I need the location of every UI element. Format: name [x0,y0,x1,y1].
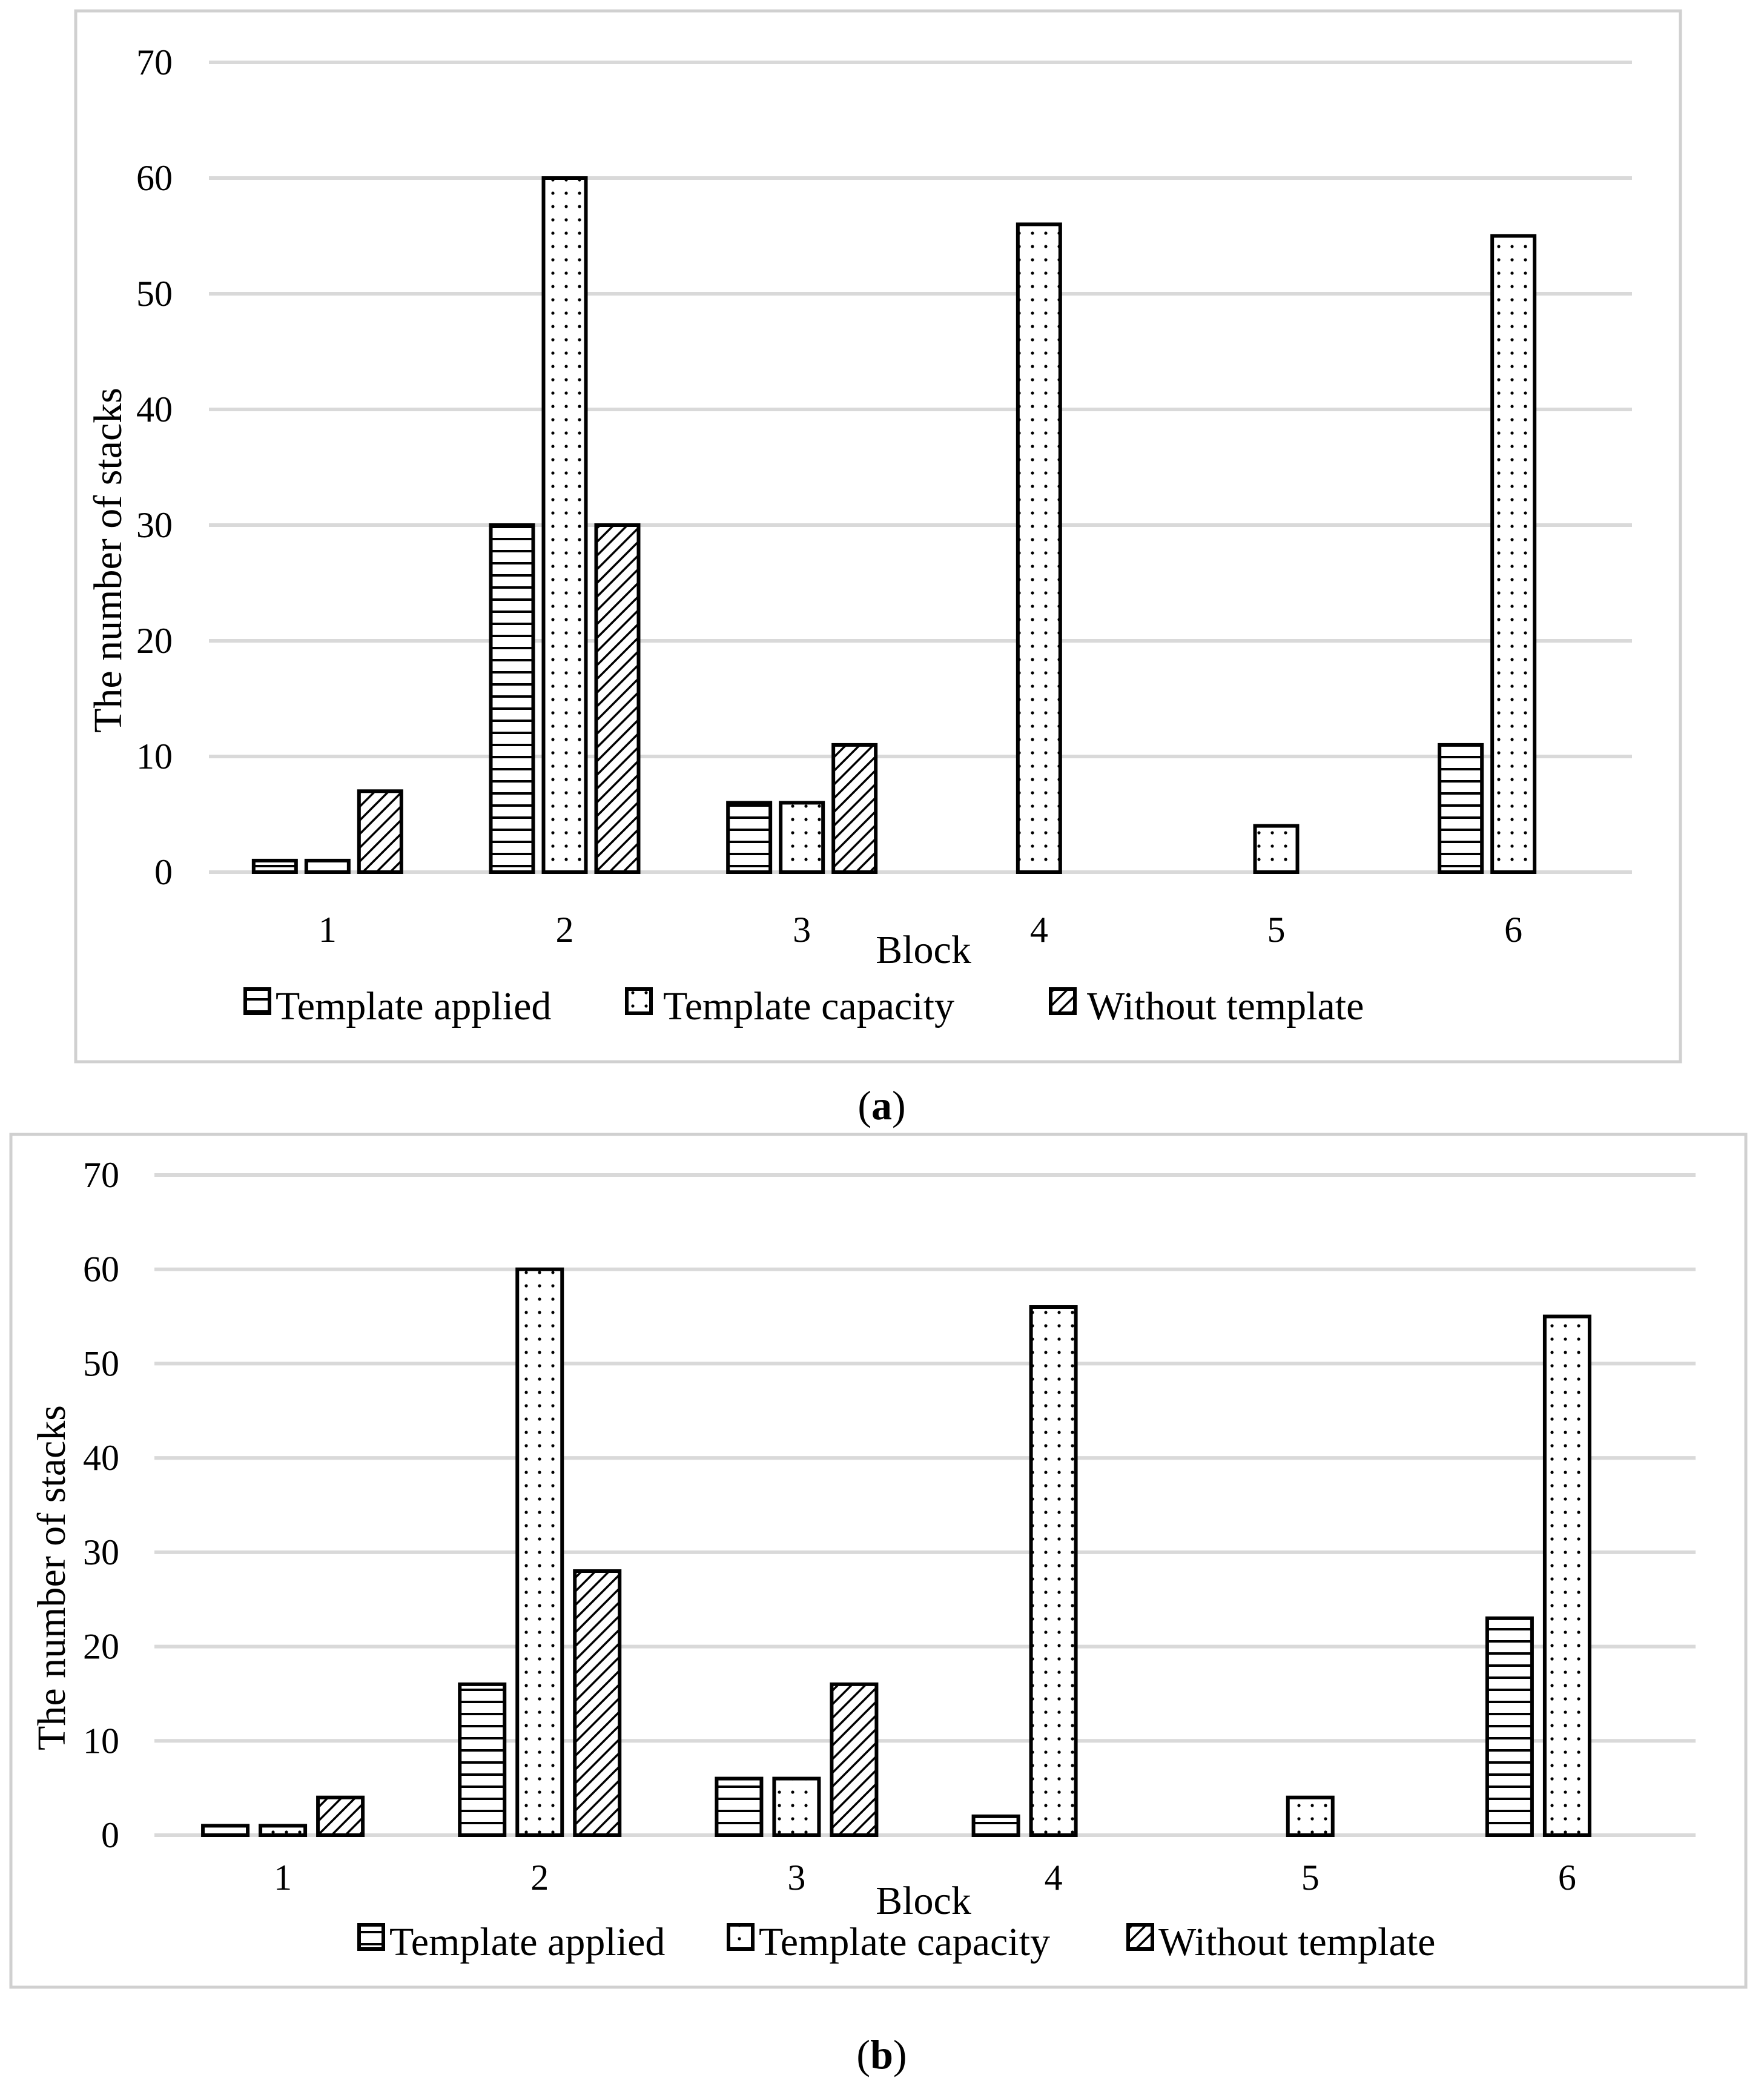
y-tick-label: 20 [136,621,173,661]
bar-horizontal-lines-block-2 [489,523,535,874]
panel-caption-letter: b [870,2031,893,2077]
legend: Template applied Template capacity Without… [357,1920,1435,1964]
bar-dots-block-3 [779,801,825,875]
y-tick-label: 0 [101,1815,119,1855]
gridlines [209,61,1632,874]
y-tick-label: 70 [83,1155,119,1195]
x-tick-label: 1 [319,910,337,950]
y-tick-label: 60 [83,1249,119,1289]
bar-diagonal-hatch-block-3 [830,1682,879,1838]
y-tick-label: 60 [136,158,173,198]
legend-swatch [1049,987,1077,1015]
bar-dots-block-5 [1253,824,1300,874]
y-tick-labels: 0 10 20 30 40 50 60 70 [136,42,173,892]
panel-caption-letter: a [871,1082,892,1128]
x-tick-label: 3 [787,1858,805,1898]
legend-label: Without template [1087,984,1364,1028]
bar-diagonal-hatch-block-2 [594,523,641,874]
x-axis-label: Block [876,1879,971,1923]
x-tick-label: 1 [274,1858,292,1898]
y-tick-label: 20 [83,1627,119,1667]
x-tick-label: 6 [1504,910,1522,950]
bar-dots-block-2 [541,176,588,874]
bar-horizontal-lines-block-6 [1485,1616,1534,1838]
bar-horizontal-lines-block-6 [1438,743,1484,875]
y-tick-label: 40 [136,389,173,429]
gridlines [154,1173,1696,1837]
bar-dots-block-3 [772,1776,821,1838]
legend-label: Without template [1158,1920,1435,1964]
y-tick-label: 30 [83,1532,119,1572]
bar-diagonal-hatch-block-1 [357,789,403,875]
bars [251,176,1537,875]
legend-swatch [727,1923,755,1951]
legend-label: Template applied [276,984,551,1028]
x-tick-label: 6 [1558,1858,1576,1898]
chart-panel-a: 0 10 20 30 40 50 60 70 1 2 3 4 5 6 The number of sta… [74,9,1682,1128]
y-tick-label: 70 [136,42,173,82]
x-tick-label: 4 [1030,910,1048,950]
x-tick-label: 2 [530,1858,549,1898]
legend: Template applied Template capacity Without… [243,984,1364,1028]
y-tick-label: 50 [136,274,173,314]
bar-diagonal-hatch-block-3 [831,743,878,875]
bar-dots-block-4 [1016,222,1062,874]
y-tick-label: 40 [83,1438,119,1478]
y-tick-label: 50 [83,1343,119,1383]
x-axis-label: Block [876,928,971,972]
legend-label: Template capacity [663,984,954,1028]
bar-horizontal-lines-block-3 [715,1776,764,1838]
chart-frame [74,9,1682,1064]
y-axis-label: The number of stacks [30,1405,74,1750]
bar-horizontal-lines-block-1 [201,1824,250,1837]
x-tick-label: 4 [1045,1858,1063,1898]
chart-panel-b: 0 10 20 30 40 50 60 70 1 2 3 4 5 6 The number of sta… [9,1133,1748,2077]
y-tick-label: 10 [83,1721,119,1761]
bar-dots-block-1 [304,858,351,875]
bar-dots-block-6 [1542,1314,1591,1838]
panel-caption: (a) [857,1082,905,1128]
legend-swatch [243,987,271,1015]
legend-swatch [1126,1923,1154,1951]
legend-swatch [625,987,653,1015]
bar-dots-block-2 [515,1267,564,1838]
bar-dots-block-4 [1029,1305,1078,1837]
bar-dots-block-5 [1286,1795,1335,1838]
bar-diagonal-hatch-block-2 [573,1569,622,1837]
x-tick-label: 5 [1301,1858,1320,1898]
x-tick-label: 5 [1267,910,1286,950]
y-tick-label: 10 [136,736,173,776]
panel-caption: (b) [856,2031,907,2077]
y-tick-label: 30 [136,505,173,545]
bar-dots-block-1 [259,1824,308,1837]
x-tick-labels: 1 2 3 4 5 6 [274,1858,1576,1898]
chart-frame [9,1133,1748,1989]
x-tick-label: 3 [793,910,811,950]
x-tick-label: 2 [556,910,574,950]
bar-horizontal-lines-block-1 [251,858,298,875]
legend-swatch [357,1923,385,1951]
legend-label: Template applied [389,1920,665,1964]
legend-label: Template capacity [759,1920,1050,1964]
y-axis-label: The number of stacks [86,388,130,733]
bars [201,1267,1591,1838]
bar-horizontal-lines-block-4 [971,1814,1020,1838]
bar-diagonal-hatch-block-1 [316,1795,365,1838]
x-tick-labels: 1 2 3 4 5 6 [319,910,1522,950]
bar-horizontal-lines-block-2 [458,1682,507,1838]
bar-horizontal-lines-block-3 [726,801,773,875]
y-tick-labels: 0 10 20 30 40 50 60 70 [83,1155,119,1855]
y-tick-label: 0 [154,852,173,892]
bar-dots-block-6 [1490,234,1537,874]
